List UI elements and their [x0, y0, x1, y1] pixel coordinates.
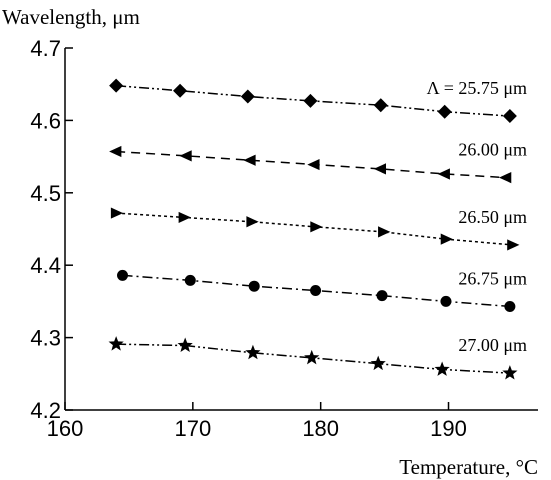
y-axis-title: Wavelength, μm — [2, 5, 140, 29]
series-1-point — [373, 163, 387, 175]
series-2 — [110, 207, 520, 251]
x-tick-label: 190 — [430, 416, 467, 441]
series-3-point — [440, 295, 452, 307]
series-3-point — [310, 285, 322, 297]
series-1 — [109, 145, 512, 184]
series-3-point — [504, 300, 516, 312]
series-2-point — [178, 211, 191, 224]
series-3-point — [248, 280, 260, 292]
series-0-point — [373, 98, 388, 113]
series-0-point — [109, 78, 124, 93]
series-3-label: 26.75 μm — [458, 268, 527, 288]
series-2-point — [378, 226, 391, 238]
series-4 — [108, 336, 518, 380]
y-tick-label: 4.6 — [30, 108, 61, 133]
series-4-point — [108, 336, 124, 351]
x-tick-label: 180 — [302, 416, 339, 441]
y-tick-label: 4.7 — [30, 36, 61, 61]
series-4-point — [304, 349, 320, 365]
series-4-point — [245, 344, 261, 360]
series-0-point — [502, 109, 517, 124]
series-0-point — [173, 83, 188, 98]
series-2-point — [110, 207, 124, 219]
x-tick-label: 170 — [174, 416, 211, 441]
series-1-point — [499, 171, 512, 184]
y-tick-label: 4.3 — [30, 326, 61, 351]
y-tick-label: 4.4 — [30, 253, 61, 278]
series-0-point — [240, 89, 255, 104]
series-3-point — [376, 290, 388, 302]
series-1-label: 26.00 μm — [458, 140, 527, 160]
series-2-point — [246, 216, 259, 228]
series-2-label: 26.50 μm — [458, 207, 527, 227]
axis-ticks: 160 170 180 190 4.2 4.3 4.4 4.5 4.6 4.7 — [30, 36, 466, 441]
series-1-point — [307, 158, 320, 171]
series-3-point — [117, 269, 129, 281]
series-2-point — [440, 233, 453, 245]
series-2-point — [507, 239, 520, 251]
x-axis-title: Temperature, °C — [399, 455, 538, 479]
series-layer — [108, 78, 520, 380]
series-0-point — [303, 93, 318, 108]
x-tick-label: 160 — [47, 416, 84, 441]
series-4-point — [370, 355, 386, 371]
series-0-label: Λ = 25.75 μm — [427, 78, 527, 98]
series-4-point — [502, 365, 518, 380]
series-2-point — [310, 221, 323, 233]
y-tick-label: 4.2 — [30, 398, 61, 423]
series-labels: Λ = 25.75 μm 26.00 μm 26.50 μm 26.75 μm 27.0… — [427, 78, 527, 355]
series-0-point — [437, 104, 452, 119]
series-4-point — [434, 361, 450, 376]
series-4-point — [177, 337, 193, 353]
series-0 — [109, 78, 517, 124]
series-3-point — [184, 274, 196, 286]
series-1-point — [109, 145, 122, 158]
series-1-point — [437, 168, 450, 180]
series-4-label: 27.00 μm — [458, 335, 527, 355]
series-1-point — [179, 150, 192, 162]
y-tick-label: 4.5 — [30, 181, 61, 206]
series-3 — [117, 269, 516, 312]
series-1-point — [243, 154, 256, 166]
